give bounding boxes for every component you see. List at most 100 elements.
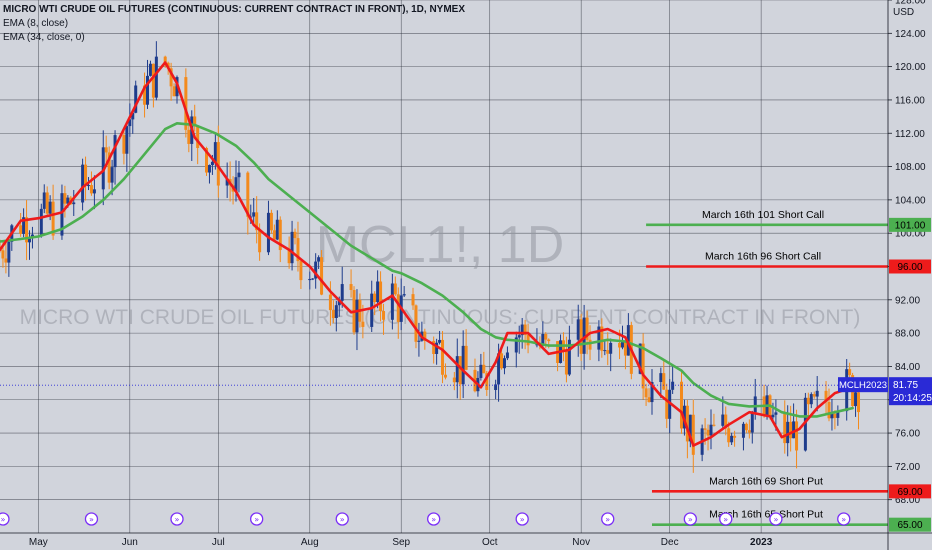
candle-body	[314, 261, 318, 279]
event-marker-icon	[837, 512, 851, 526]
candle-body	[567, 339, 571, 375]
chart-legend: MICRO WTI CRUDE OIL FUTURES (CONTINUOUS:…	[3, 3, 465, 45]
candle-body	[361, 321, 365, 327]
candle-body	[252, 212, 256, 217]
candle-body	[721, 414, 725, 426]
candle-body	[22, 217, 26, 234]
candle-body	[72, 202, 76, 205]
candle-body	[679, 381, 683, 429]
candle-body	[113, 135, 117, 168]
candle-body	[89, 185, 93, 194]
candle-body	[84, 164, 88, 186]
candle-body	[609, 342, 613, 354]
candle-body	[803, 397, 807, 451]
candle-body	[376, 281, 380, 303]
candle-body	[107, 152, 111, 183]
event-marker-icon	[170, 512, 184, 526]
candle-body	[497, 353, 501, 385]
candle-body	[638, 343, 642, 374]
event-marker-icon	[335, 512, 349, 526]
candle-body	[733, 435, 737, 438]
event-marker-glyph: »	[841, 515, 846, 524]
candle-body	[502, 358, 506, 369]
candle-body	[505, 352, 509, 359]
event-marker-glyph: »	[773, 515, 778, 524]
candle-body	[382, 311, 386, 320]
ema-slow-line	[0, 122, 854, 418]
candle-body	[331, 310, 335, 318]
candle-body	[827, 402, 831, 419]
candle-body	[709, 424, 713, 436]
candle-body	[588, 339, 592, 350]
candle-body	[258, 230, 262, 253]
y-tick-label: 128.00	[895, 0, 926, 7]
ema-slow-legend[interactable]: EMA (34, close, 0)	[3, 32, 85, 43]
countdown-value: 20:14:25	[893, 393, 932, 404]
y-tick-label: 68.00	[895, 495, 920, 506]
y-tick-label: 76.00	[895, 429, 920, 440]
symbol-title[interactable]: MICRO WTI CRUDE OIL FUTURES (CONTINUOUS:…	[3, 4, 466, 15]
candle-body	[774, 412, 778, 415]
x-tick-label: Dec	[661, 537, 679, 548]
x-tick-label: Oct	[482, 537, 498, 548]
event-marker-icon	[427, 512, 441, 526]
y-tick-label: 124.00	[895, 29, 926, 40]
candle-body	[458, 356, 462, 385]
candle-body	[750, 412, 754, 433]
candle-body	[523, 324, 527, 335]
event-marker-icon	[0, 512, 10, 526]
event-marker-icon	[719, 512, 733, 526]
candle-body	[205, 148, 209, 173]
candle-body	[744, 423, 748, 431]
candle-body	[355, 299, 359, 333]
candle-body	[66, 197, 70, 204]
candle-body	[340, 284, 344, 301]
candle-body	[582, 317, 586, 354]
candle-body	[541, 334, 545, 346]
candle-body	[349, 284, 353, 291]
ema-fast-legend[interactable]: EMA (8, close)	[3, 18, 69, 29]
candle-body	[266, 212, 270, 253]
symbol-tag-label: MCLH2023	[839, 380, 887, 391]
price-level-tag	[889, 259, 931, 274]
candle-body	[213, 142, 217, 162]
last-price-value: 81.75	[893, 380, 918, 391]
y-tick-label: 108.00	[895, 162, 926, 173]
candle-body	[836, 411, 840, 418]
y-tick-label: 100.00	[895, 229, 926, 240]
candle-body	[830, 413, 834, 419]
candle-body	[320, 257, 324, 295]
candle-body	[334, 305, 338, 318]
candle-body	[423, 331, 427, 341]
event-marker-glyph: »	[723, 515, 728, 524]
candle-body	[854, 392, 858, 407]
candle-body	[688, 414, 692, 442]
candle-body	[169, 68, 173, 87]
candle-body	[789, 421, 793, 439]
y-tick-label: 116.00	[895, 95, 925, 106]
candle-body	[19, 225, 23, 234]
candle-body	[795, 421, 799, 451]
candle-body	[618, 342, 622, 348]
candle-body	[1, 250, 5, 259]
price-level-label: March 16th 69 Short Put	[709, 475, 823, 487]
candle-body	[370, 293, 374, 327]
candle-body	[275, 219, 279, 240]
candle-body	[393, 283, 397, 295]
price-level-tag	[889, 484, 931, 499]
event-marker-icon	[683, 512, 697, 526]
candle-body	[184, 77, 188, 130]
candle-body	[411, 294, 415, 306]
candle-body	[665, 389, 669, 419]
price-level-label: March 16th 65 Short Put	[709, 509, 823, 521]
price-level-tag-value: 69.00	[897, 487, 922, 498]
candle-body	[379, 281, 383, 312]
candle-body	[42, 192, 46, 209]
candle-body	[290, 231, 294, 264]
candle-body	[128, 119, 132, 127]
candle-body	[747, 430, 751, 433]
candle-body	[712, 424, 716, 426]
candle-body	[255, 212, 259, 231]
x-tick-label: Sep	[392, 537, 410, 548]
